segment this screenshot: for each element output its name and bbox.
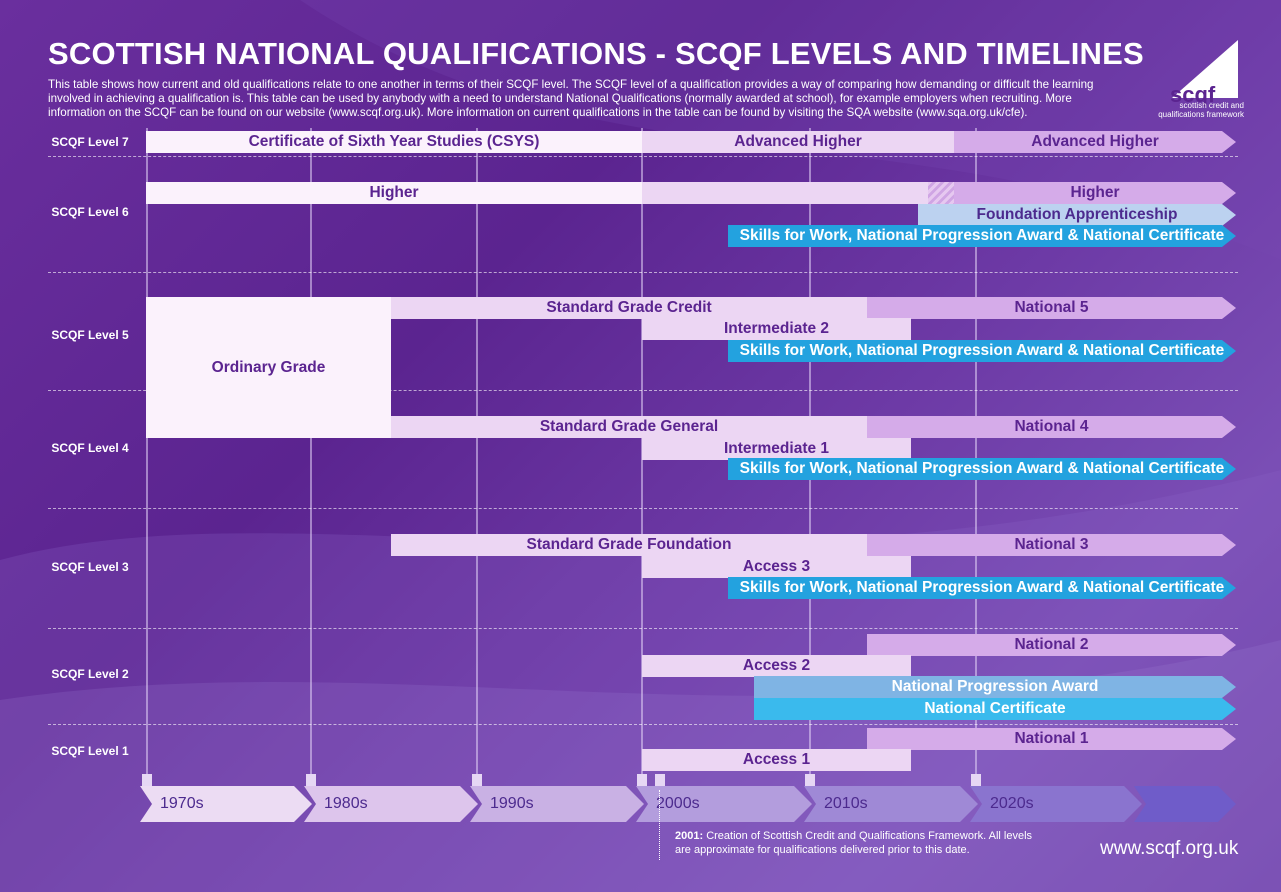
bar-national-4: National 4 [867,416,1236,438]
bar-skills-level-3: Skills for Work, National Progression Aw… [728,577,1236,599]
bar-advanced-higher-old: Advanced Higher [642,131,954,153]
timeline-tick-2001 [655,774,665,786]
bar-national-certificate: National Certificate [754,698,1236,720]
page-title: SCOTTISH NATIONAL QUALIFICATIONS - SCQF … [48,36,1144,71]
website-link[interactable]: www.scqf.org.uk [1100,838,1239,859]
gridline-1970s [146,128,148,778]
gridline-2020s [975,128,977,778]
hatched-transition [928,182,954,204]
bar-higher-old: Higher [146,182,642,204]
bar-national-1: National 1 [867,728,1236,750]
divider [48,628,1238,629]
divider [48,156,1238,157]
scqf-logo-icon [1172,40,1238,98]
level-label-7: SCQF Level 7 [51,135,129,149]
bar-standard-grade-foundation: Standard Grade Foundation [391,534,867,556]
bar-standard-grade-credit: Standard Grade Credit [391,297,867,319]
bar-national-5: National 5 [867,297,1236,319]
decade-2000s: 2000s [636,786,812,822]
bar-foundation-apprenticeship: Foundation Apprenticeship [918,204,1236,226]
bar-access-1: Access 1 [642,749,911,771]
gridline-1990s [476,128,478,778]
bar-skills-level-4: Skills for Work, National Progression Aw… [728,458,1236,480]
decade-1980s: 1980s [304,786,478,822]
level-label-2: SCQF Level 2 [51,667,129,681]
marker-2001 [659,790,660,860]
timeline-tick [306,774,316,786]
timeline-tick [637,774,647,786]
timeline-tick [142,774,152,786]
bar-intermediate-1: Intermediate 1 [642,438,911,460]
bar-higher-new: Higher [954,182,1236,204]
timeline-tick [472,774,482,786]
bar-national-2: National 2 [867,634,1236,656]
intro-text: This table shows how current and old qua… [48,78,1094,119]
gridline-1980s [310,128,312,778]
level-label-6: SCQF Level 6 [51,205,129,219]
bar-standard-grade-general: Standard Grade General [391,416,867,438]
level-label-1: SCQF Level 1 [51,744,129,758]
bar-skills-level-5: Skills for Work, National Progression Aw… [728,340,1236,362]
divider [48,508,1238,509]
decade-2020s: 2020s [970,786,1142,822]
logo-subtitle: scottish credit and qualifications frame… [1158,101,1244,119]
bar-access-2: Access 2 [642,655,911,677]
bar-higher-transition [642,182,928,204]
bar-access-3: Access 3 [642,556,911,578]
bar-national-3: National 3 [867,534,1236,556]
footnote-year: 2001: [675,830,704,842]
level-label-5: SCQF Level 5 [51,328,129,342]
timeline-tick [971,774,981,786]
divider [48,724,1238,725]
decade-1970s: 1970s [140,786,312,822]
decade-future [1134,786,1236,822]
footnote-text: Creation of Scottish Credit and Qualific… [675,830,1033,856]
bar-ordinary-grade: Ordinary Grade [146,297,391,438]
bar-intermediate-2: Intermediate 2 [642,318,911,340]
divider [48,272,1238,273]
bar-csys: Certificate of Sixth Year Studies (CSYS) [146,131,642,153]
level-label-3: SCQF Level 3 [51,560,129,574]
bar-advanced-higher-new: Advanced Higher [954,131,1236,153]
decade-2010s: 2010s [804,786,978,822]
logo-word: scqf [1170,82,1216,107]
level-label-4: SCQF Level 4 [51,441,129,455]
bar-national-progression-award: National Progression Award [754,676,1236,698]
bar-skills-level-6: Skills for Work, National Progression Aw… [728,225,1236,247]
footnote: 2001: Creation of Scottish Credit and Qu… [675,829,1035,857]
timeline-tick [805,774,815,786]
decade-1990s: 1990s [470,786,644,822]
divider [48,390,1238,391]
